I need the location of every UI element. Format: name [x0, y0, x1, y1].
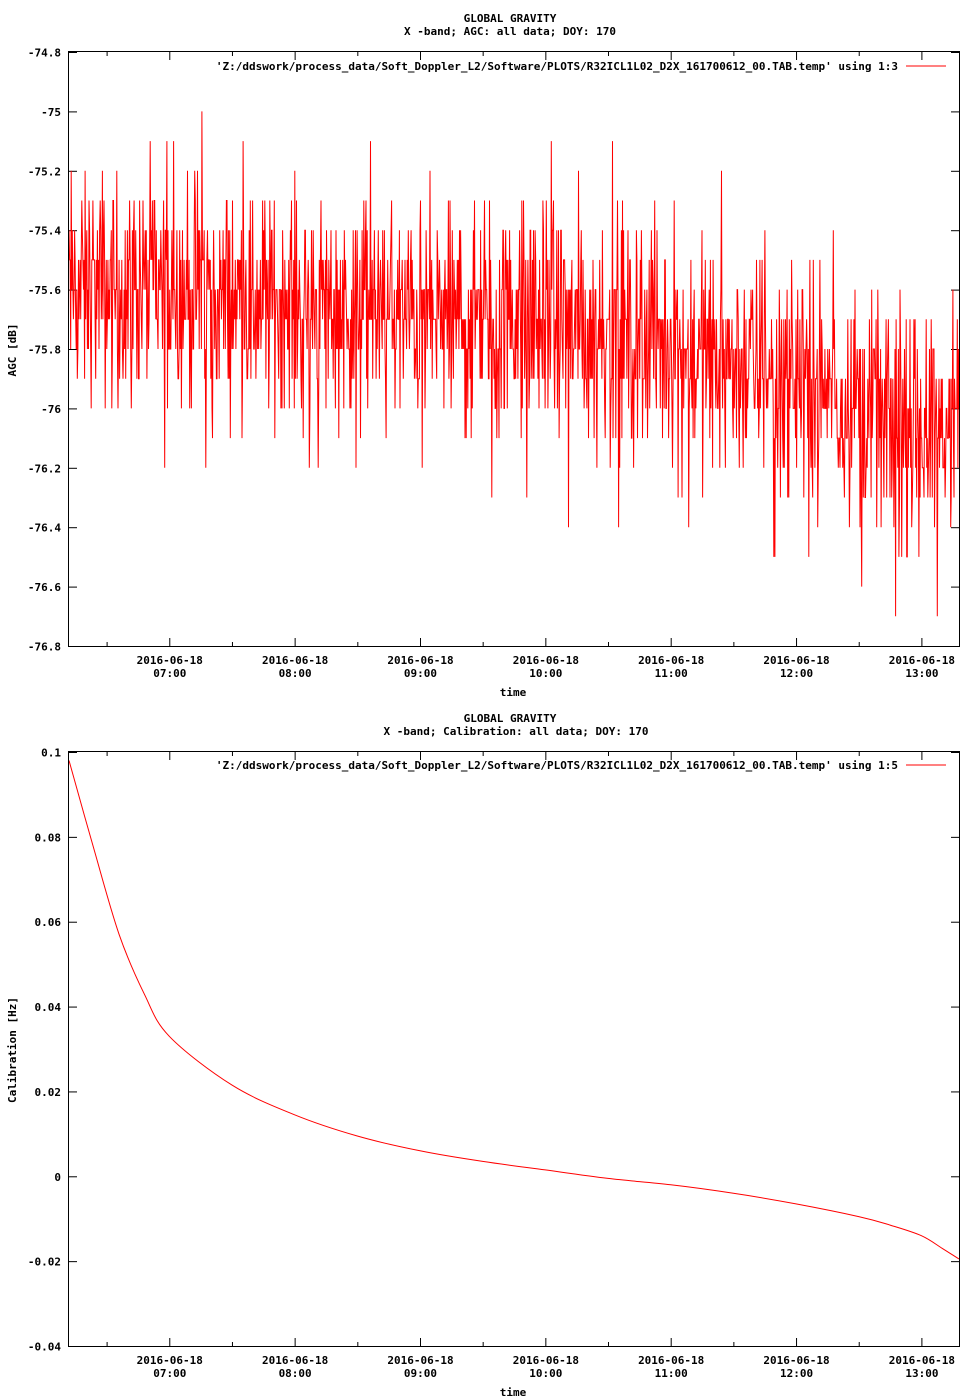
- y-tick-label: -76.4: [28, 522, 61, 535]
- x-axis-label: time: [500, 1386, 527, 1399]
- y-tick-label: 0.02: [35, 1086, 62, 1099]
- legend-label: 'Z:/ddswork/process_data/Soft_Doppler_L2…: [216, 759, 898, 772]
- x-tick-date: 2016-06-18: [387, 1354, 453, 1367]
- x-tick-time: 09:00: [404, 1367, 437, 1380]
- x-tick-time: 11:00: [655, 667, 688, 680]
- y-tick-label: -0.02: [28, 1256, 61, 1269]
- y-tick-label: 0: [54, 1171, 61, 1184]
- series-line: [68, 760, 960, 1260]
- chart-subtitle: X -band; AGC: all data; DOY: 170: [404, 25, 616, 38]
- y-tick-label: 0.06: [35, 916, 62, 929]
- x-tick-time: 10:00: [529, 1367, 562, 1380]
- x-tick-time: 08:00: [279, 667, 312, 680]
- plot-area: [68, 111, 960, 617]
- x-tick-time: 09:00: [404, 667, 437, 680]
- series-line: [68, 111, 960, 617]
- x-tick-labels: 2016-06-1807:002016-06-1808:002016-06-18…: [137, 654, 955, 680]
- x-tick-date: 2016-06-18: [889, 1354, 955, 1367]
- x-tick-date: 2016-06-18: [638, 654, 704, 667]
- x-tick-time: 07:00: [153, 1367, 186, 1380]
- x-tick-time: 12:00: [780, 1367, 813, 1380]
- x-tick-time: 10:00: [529, 667, 562, 680]
- agc-chart: GLOBAL GRAVITY X -band; AGC: all data; D…: [6, 12, 960, 699]
- chart-subtitle: X -band; Calibration: all data; DOY: 170: [384, 725, 649, 738]
- y-tick-label: -0.04: [28, 1341, 61, 1354]
- y-tick-labels: 0.1 0.08 0.06 0.04 0.02 0 -0.02 -0.04: [28, 747, 61, 1354]
- x-tick-time: 07:00: [153, 667, 186, 680]
- x-tick-time: 13:00: [905, 667, 938, 680]
- y-axis-label: Calibration [Hz]: [6, 997, 19, 1103]
- x-tick-time: 11:00: [655, 1367, 688, 1380]
- legend-label: 'Z:/ddswork/process_data/Soft_Doppler_L2…: [216, 60, 898, 73]
- x-tick-date: 2016-06-18: [889, 654, 955, 667]
- x-tick-date: 2016-06-18: [513, 654, 579, 667]
- x-tick-time: 08:00: [279, 1367, 312, 1380]
- x-axis-label: time: [500, 686, 527, 699]
- y-tick-label: -76: [41, 403, 61, 416]
- y-tick-label: 0.04: [35, 1001, 62, 1014]
- y-tick-label: -76.6: [28, 581, 61, 594]
- x-tick-date: 2016-06-18: [137, 1354, 203, 1367]
- plot-frame: [68, 751, 960, 1347]
- y-tick-label: -75.2: [28, 165, 61, 178]
- y-tick-label: -74.8: [28, 47, 61, 60]
- y-tick-labels: -74.8 -75 -75.2 -75.4 -75.6 -75.8 -76 -76.2 -76.…: [28, 47, 61, 654]
- chart-title: GLOBAL GRAVITY: [464, 712, 557, 725]
- x-tick-date: 2016-06-18: [137, 654, 203, 667]
- y-axis-label: AGC [dB]: [6, 324, 19, 377]
- axis-ticks: [69, 752, 959, 1347]
- x-tick-date: 2016-06-18: [638, 1354, 704, 1367]
- chart-title: GLOBAL GRAVITY: [464, 12, 557, 25]
- x-tick-date: 2016-06-18: [763, 654, 829, 667]
- y-tick-label: 0.1: [41, 747, 61, 760]
- x-tick-time: 12:00: [780, 667, 813, 680]
- x-tick-labels: 2016-06-1807:002016-06-1808:002016-06-18…: [137, 1354, 955, 1380]
- x-tick-date: 2016-06-18: [262, 1354, 328, 1367]
- plot-frame: [68, 51, 960, 647]
- x-tick-date: 2016-06-18: [513, 1354, 579, 1367]
- y-tick-label: -75.6: [28, 284, 61, 297]
- y-tick-label: -76.2: [28, 462, 61, 475]
- x-tick-date: 2016-06-18: [763, 1354, 829, 1367]
- y-tick-label: -75.8: [28, 344, 61, 357]
- y-tick-label: -75.4: [28, 225, 61, 238]
- x-tick-time: 13:00: [905, 1367, 938, 1380]
- y-tick-label: -76.8: [28, 641, 61, 654]
- calibration-chart: GLOBAL GRAVITY X -band; Calibration: all…: [6, 712, 960, 1399]
- x-tick-date: 2016-06-18: [262, 654, 328, 667]
- x-tick-date: 2016-06-18: [387, 654, 453, 667]
- y-tick-label: 0.08: [35, 831, 62, 844]
- plot-area: [68, 760, 960, 1260]
- y-tick-label: -75: [41, 106, 61, 119]
